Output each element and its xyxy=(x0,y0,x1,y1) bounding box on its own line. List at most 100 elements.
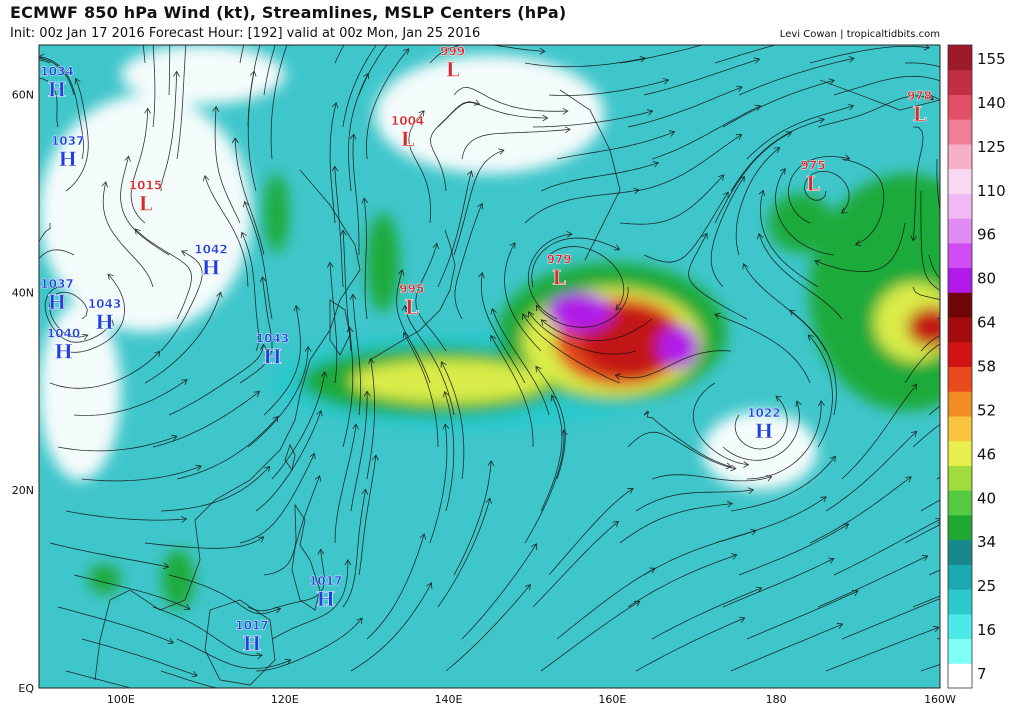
streamline xyxy=(540,600,641,672)
streamline-arrow xyxy=(773,147,781,154)
streamline-arrow xyxy=(539,47,546,55)
pressure-letter: H xyxy=(48,78,67,102)
streamline-arrow xyxy=(314,474,322,482)
pressure-letter: L xyxy=(446,58,460,82)
wind-speed-region xyxy=(264,173,289,253)
streamline-arrow xyxy=(564,126,571,134)
streamline xyxy=(241,232,260,352)
streamline xyxy=(342,45,377,128)
streamline xyxy=(714,131,792,224)
streamline xyxy=(825,626,939,672)
streamline-arrow xyxy=(432,242,439,250)
streamline-arrow xyxy=(419,533,427,540)
streamline-arrow xyxy=(614,373,622,380)
streamline-arrow xyxy=(927,94,934,101)
colorbar-swatch xyxy=(948,465,972,491)
wind-speed-region xyxy=(767,193,834,253)
streamline-arrow xyxy=(391,21,397,27)
borneo-coastline xyxy=(204,599,276,686)
streamline xyxy=(329,262,338,384)
streamline-arrow xyxy=(440,361,447,368)
streamline xyxy=(102,181,154,288)
japan-coastline xyxy=(369,229,456,361)
streamline xyxy=(39,77,59,128)
streamline xyxy=(350,391,368,512)
streamline-arrow xyxy=(154,350,161,358)
streamline xyxy=(480,272,526,384)
colorbar-swatch xyxy=(948,490,972,516)
streamline xyxy=(429,45,545,64)
streamline-arrow xyxy=(736,85,743,92)
streamline xyxy=(730,456,836,512)
streamline xyxy=(912,595,940,608)
streamline-arrow xyxy=(747,487,755,494)
colorbar-swatch xyxy=(948,638,972,664)
streamline xyxy=(804,170,850,214)
streamline-arrow xyxy=(1009,491,1015,497)
streamline-arrow xyxy=(32,330,37,336)
streamline xyxy=(627,86,743,128)
streamline xyxy=(415,243,447,352)
wind-speed-layer xyxy=(88,173,940,609)
streamline xyxy=(912,423,940,448)
streamline xyxy=(176,638,291,669)
streamline xyxy=(651,587,762,640)
streamline xyxy=(817,555,928,608)
streamline-arrow xyxy=(829,455,836,463)
streamline xyxy=(152,391,260,448)
streamline xyxy=(57,606,174,644)
streamline xyxy=(817,95,934,128)
streamline xyxy=(548,488,634,576)
streamline xyxy=(73,574,191,610)
streamline-arrow xyxy=(646,109,654,116)
colorbar-swatch xyxy=(948,218,972,244)
streamline-arrow xyxy=(3,140,9,146)
streamline-arrow xyxy=(818,117,825,124)
streamline xyxy=(429,423,448,544)
streamline xyxy=(789,309,837,416)
pressure-letter: L xyxy=(405,295,419,319)
streamline xyxy=(809,476,912,544)
streamline-arrow xyxy=(181,379,188,386)
streamline xyxy=(263,45,276,96)
streamline-arrow xyxy=(284,658,292,666)
streamline-arrow xyxy=(240,231,247,239)
colorbar-label: 58 xyxy=(977,358,996,376)
colorbar-label: 16 xyxy=(977,621,996,639)
streamline xyxy=(833,518,940,576)
streamline xyxy=(408,110,432,224)
colorbar-label: 125 xyxy=(977,138,1006,156)
pressure-value: 1022 xyxy=(747,406,780,420)
colorbar: 155 140 125 110 96 80 64 58 52 46 40 34 25 16 7 xyxy=(947,44,1006,689)
calm-region xyxy=(120,45,285,105)
streamline xyxy=(643,58,760,96)
streamline-arrow xyxy=(178,698,184,704)
streamline xyxy=(334,166,344,288)
streamline xyxy=(540,395,563,512)
streamline-arrow xyxy=(162,562,170,570)
streamline-arrow xyxy=(649,567,656,574)
colorbar-swatch xyxy=(948,119,972,145)
colorbar-swatch xyxy=(948,193,972,219)
streamline xyxy=(714,45,777,64)
streamline-arrow xyxy=(730,464,737,472)
streamline-arrow xyxy=(331,165,339,172)
streamline xyxy=(759,190,819,288)
streamline xyxy=(532,110,653,128)
streamline xyxy=(134,228,193,320)
streamline xyxy=(255,617,363,672)
wind-speed-region xyxy=(161,549,195,609)
streamline xyxy=(461,128,571,160)
pressure-letter: H xyxy=(243,631,262,655)
pressure-letter: L xyxy=(401,127,415,151)
streamline xyxy=(904,343,940,384)
colorbar-swatch xyxy=(948,366,972,392)
colorbar-swatch xyxy=(948,341,972,367)
streamline xyxy=(363,198,368,320)
calm-region xyxy=(374,54,605,174)
streamline xyxy=(239,453,315,544)
streamline-arrow xyxy=(397,269,405,276)
